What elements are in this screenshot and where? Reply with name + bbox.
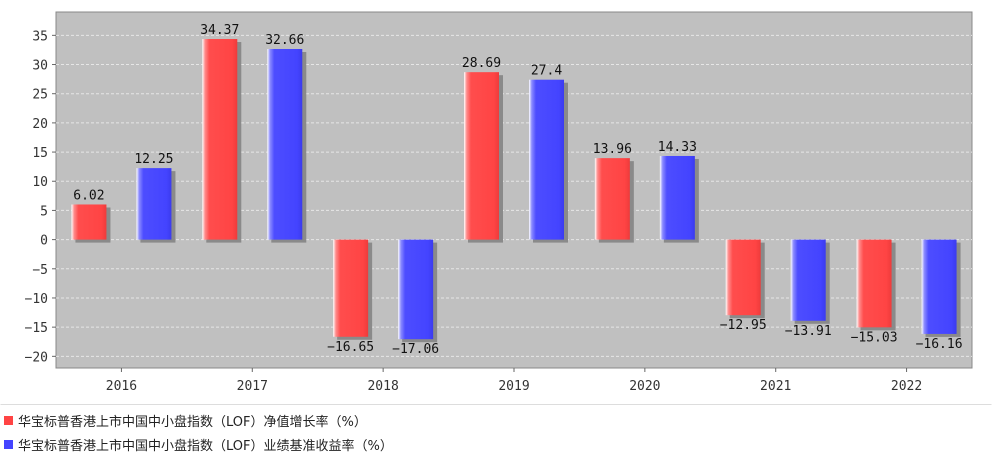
data-label: 27.4 [531, 64, 562, 79]
data-label: −12.95 [720, 318, 767, 333]
data-label: −15.03 [851, 330, 898, 345]
legend-label-benchmark-return: 华宝标普香港上市中国中小盘指数（LOF）业绩基准收益率（%） [18, 439, 393, 454]
bar-net-value-growth [856, 239, 892, 328]
x-tick-label: 2018 [367, 379, 398, 394]
data-label: 12.25 [134, 152, 173, 167]
y-tick-label: 10 [32, 175, 48, 190]
data-label: 34.37 [200, 23, 239, 38]
y-tick-label: 0 [40, 234, 48, 249]
legend-item-benchmark-return: 华宝标普香港上市中国中小盘指数（LOF）业绩基准收益率（%） [4, 435, 393, 454]
data-label: 32.66 [265, 33, 304, 48]
data-label: −13.91 [785, 324, 832, 339]
x-tick-label: 2021 [760, 379, 791, 394]
y-tick-label: −15 [25, 321, 48, 336]
data-label: 28.69 [462, 56, 501, 71]
y-tick-label: 35 [32, 29, 48, 44]
bar-net-value-growth [464, 72, 499, 240]
legend-item-net-value-growth: 华宝标普香港上市中国中小盘指数（LOF）净值增长率（%） [4, 411, 367, 430]
bar-chart: 35 30 25 20 15 10 5 0 −5 −10 −15 −20 6.02 12.25 34.37 3… [0, 11, 992, 405]
bar-net-value-growth [594, 158, 630, 240]
plot-area [55, 11, 973, 369]
bar-net-value-growth [71, 204, 107, 240]
bar-benchmark-return [659, 155, 695, 240]
y-tick-label: −5 [32, 263, 48, 278]
x-tick-label: 2017 [237, 379, 268, 394]
y-tick-label: 25 [32, 88, 48, 103]
bar-benchmark-return [267, 49, 303, 240]
data-label: 6.02 [73, 188, 104, 203]
y-tick-label: −20 [25, 350, 48, 365]
data-label: −16.65 [327, 340, 374, 355]
bar-benchmark-return [529, 79, 564, 240]
bar-net-value-growth [725, 239, 761, 316]
bar-benchmark-return [398, 239, 434, 340]
x-tick-label: 2022 [891, 379, 922, 394]
data-label: −17.06 [392, 342, 439, 357]
bar-net-value-growth [202, 39, 238, 240]
bar-benchmark-return [921, 239, 957, 334]
y-tick-label: 30 [32, 59, 48, 74]
x-tick-label: 2019 [498, 379, 529, 394]
x-tick-label: 2020 [629, 379, 660, 394]
y-tick-label: 20 [32, 117, 48, 132]
y-tick-label: 15 [32, 146, 48, 161]
y-tick-label: −10 [25, 292, 48, 307]
data-label: −16.16 [916, 337, 963, 352]
data-label: 13.96 [593, 142, 632, 157]
bar-net-value-growth [333, 239, 369, 337]
chart-border [0, 404, 992, 405]
x-tick-label: 2016 [106, 379, 137, 394]
legend-swatch-red [4, 416, 13, 425]
bar-benchmark-return [790, 239, 826, 321]
legend-label-net-value-growth: 华宝标普香港上市中国中小盘指数（LOF）净值增长率（%） [18, 415, 367, 430]
bar-benchmark-return [136, 168, 172, 240]
y-tick-label: 5 [40, 204, 48, 219]
data-label: 14.33 [658, 140, 697, 155]
legend-swatch-blue [4, 440, 13, 449]
